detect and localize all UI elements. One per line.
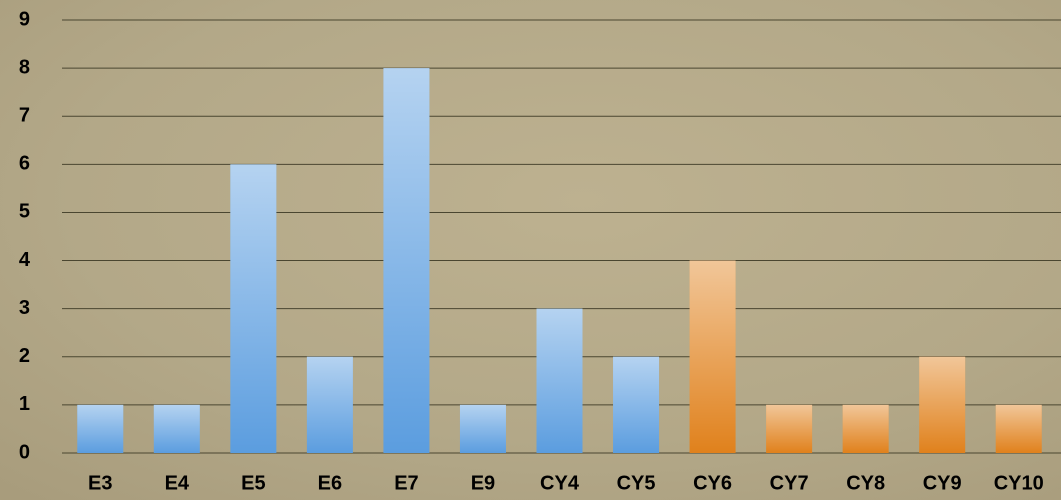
y-tick-label: 4	[19, 249, 31, 271]
x-tick-label: CY7	[770, 472, 809, 494]
bar-shine	[613, 356, 660, 453]
bar-shine	[842, 404, 889, 453]
x-tick-label: E9	[471, 472, 495, 494]
y-tick-label: 8	[19, 56, 30, 78]
x-tick-label: CY8	[846, 472, 885, 494]
bar-shine	[459, 404, 506, 453]
x-tick-label: E3	[88, 472, 112, 494]
x-tick-label: CY4	[540, 472, 580, 494]
x-tick-label: E5	[241, 472, 265, 494]
x-tick-label: CY9	[923, 472, 962, 494]
x-tick-label: CY6	[693, 472, 732, 494]
bar-shine	[766, 404, 813, 453]
y-tick-label: 1	[19, 393, 30, 415]
x-tick-label: CY10	[994, 472, 1044, 494]
y-tick-label: 6	[19, 153, 30, 175]
bar-shine	[383, 68, 430, 453]
bar-shine	[77, 404, 124, 453]
bar-shine	[995, 404, 1042, 453]
y-tick-label: 0	[19, 441, 30, 463]
bar-shine	[306, 356, 353, 453]
bar-shine	[689, 260, 736, 453]
bar-shine	[919, 356, 966, 453]
y-tick-label: 9	[19, 8, 30, 30]
y-tick-label: 2	[19, 345, 30, 367]
y-tick-label: 5	[19, 201, 30, 223]
bar-shine	[230, 164, 277, 454]
x-tick-label: E6	[318, 472, 342, 494]
y-tick-label: 3	[19, 297, 30, 319]
x-tick-label: E4	[165, 472, 190, 494]
x-tick-label: CY5	[617, 472, 656, 494]
bar-shine	[536, 308, 583, 453]
x-tick-label: E7	[394, 472, 418, 494]
bar-shine	[153, 404, 200, 453]
y-tick-label: 7	[19, 105, 30, 127]
